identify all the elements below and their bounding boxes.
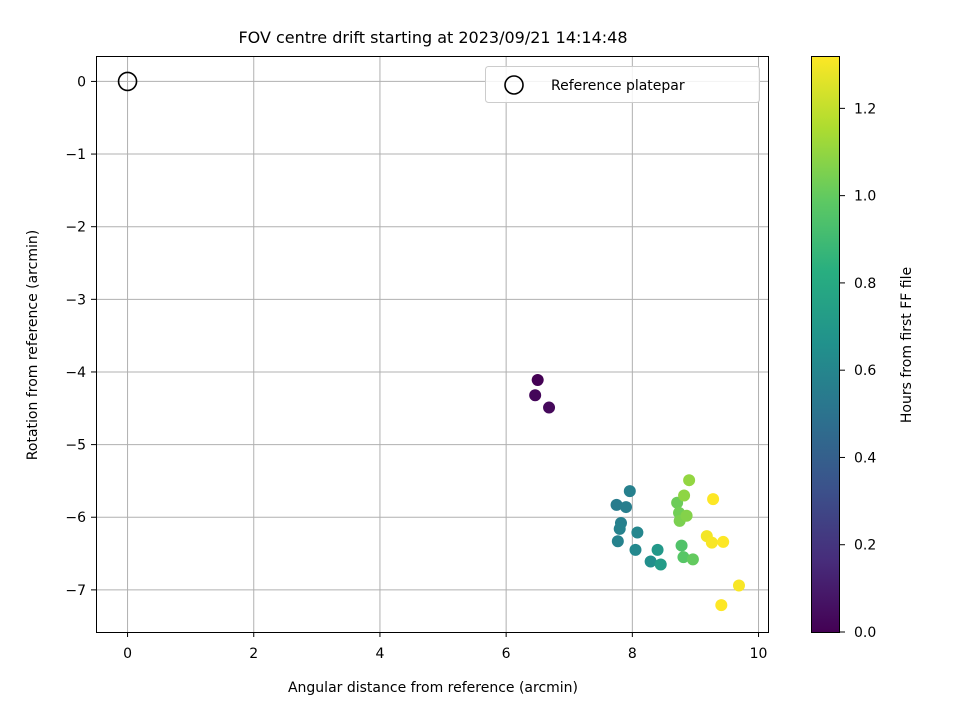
data-point bbox=[686, 553, 699, 566]
colorbar-frame bbox=[811, 56, 840, 633]
y-tick-label: 0 bbox=[77, 74, 86, 90]
data-point bbox=[611, 535, 624, 548]
y-tick-label: −2 bbox=[65, 220, 86, 236]
data-point bbox=[707, 493, 720, 506]
data-point bbox=[705, 536, 718, 549]
data-point bbox=[631, 526, 644, 539]
data-point bbox=[732, 579, 745, 592]
x-tick-label: 4 bbox=[375, 646, 384, 662]
colorbar-tick-label: 1.0 bbox=[854, 189, 876, 205]
data-point bbox=[629, 543, 642, 556]
data-point bbox=[529, 389, 542, 402]
colorbar bbox=[811, 56, 840, 632]
x-axis-ticks: 0 2 4 6 8 10 bbox=[123, 632, 767, 662]
colorbar-ticks: 0.0 0.2 0.4 0.6 0.8 1.0 1.2 bbox=[840, 101, 876, 641]
legend-marker bbox=[504, 75, 524, 95]
x-tick-label: 8 bbox=[628, 646, 637, 662]
y-axis-ticks: 0 −1 −2 −3 −4 −5 −6 −7 bbox=[65, 74, 96, 599]
reference-platepar-marker bbox=[117, 71, 138, 92]
data-point bbox=[543, 401, 556, 414]
data-point bbox=[613, 522, 626, 535]
data-point bbox=[717, 535, 730, 548]
legend: Reference platepar bbox=[485, 66, 760, 103]
legend-label: Reference platepar bbox=[551, 78, 685, 94]
data-point bbox=[678, 489, 691, 502]
data-point bbox=[654, 558, 667, 571]
data-points bbox=[529, 373, 745, 612]
data-point bbox=[620, 501, 633, 514]
y-axis-label: Rotation from reference (arcmin) bbox=[25, 230, 41, 460]
data-point bbox=[651, 543, 664, 556]
x-tick-label: 10 bbox=[750, 646, 768, 662]
data-point bbox=[715, 599, 728, 612]
x-axis-label: Angular distance from reference (arcmin) bbox=[288, 680, 578, 696]
x-tick-label: 0 bbox=[123, 646, 132, 662]
colorbar-tick-label: 0.4 bbox=[854, 450, 876, 466]
y-tick-label: −4 bbox=[65, 365, 86, 381]
data-point bbox=[531, 373, 544, 386]
y-tick-label: −5 bbox=[65, 438, 86, 454]
colorbar-tick-label: 0.8 bbox=[854, 276, 876, 292]
y-tick-label: −6 bbox=[65, 510, 86, 526]
y-tick-label: −1 bbox=[65, 147, 86, 163]
data-point bbox=[623, 485, 636, 498]
plot-frame bbox=[96, 56, 769, 633]
y-tick-label: −3 bbox=[65, 292, 86, 308]
colorbar-tick-label: 0.6 bbox=[854, 363, 876, 379]
data-point bbox=[644, 555, 657, 568]
grid-lines bbox=[96, 56, 768, 632]
x-tick-label: 2 bbox=[249, 646, 258, 662]
data-point bbox=[610, 498, 623, 511]
chart-title: FOV centre drift starting at 2023/09/21 … bbox=[238, 28, 627, 47]
legend-box bbox=[485, 66, 760, 103]
colorbar-tick-label: 0.2 bbox=[854, 538, 876, 554]
data-point bbox=[683, 474, 696, 487]
data-point bbox=[677, 551, 690, 564]
x-tick-label: 6 bbox=[502, 646, 511, 662]
colorbar-tick-label: 0.0 bbox=[854, 625, 876, 641]
y-tick-label: −7 bbox=[65, 583, 86, 599]
colorbar-tick-label: 1.2 bbox=[854, 101, 876, 117]
data-point bbox=[675, 539, 688, 552]
data-point bbox=[680, 509, 693, 522]
colorbar-label: Hours from first FF file bbox=[899, 267, 915, 423]
